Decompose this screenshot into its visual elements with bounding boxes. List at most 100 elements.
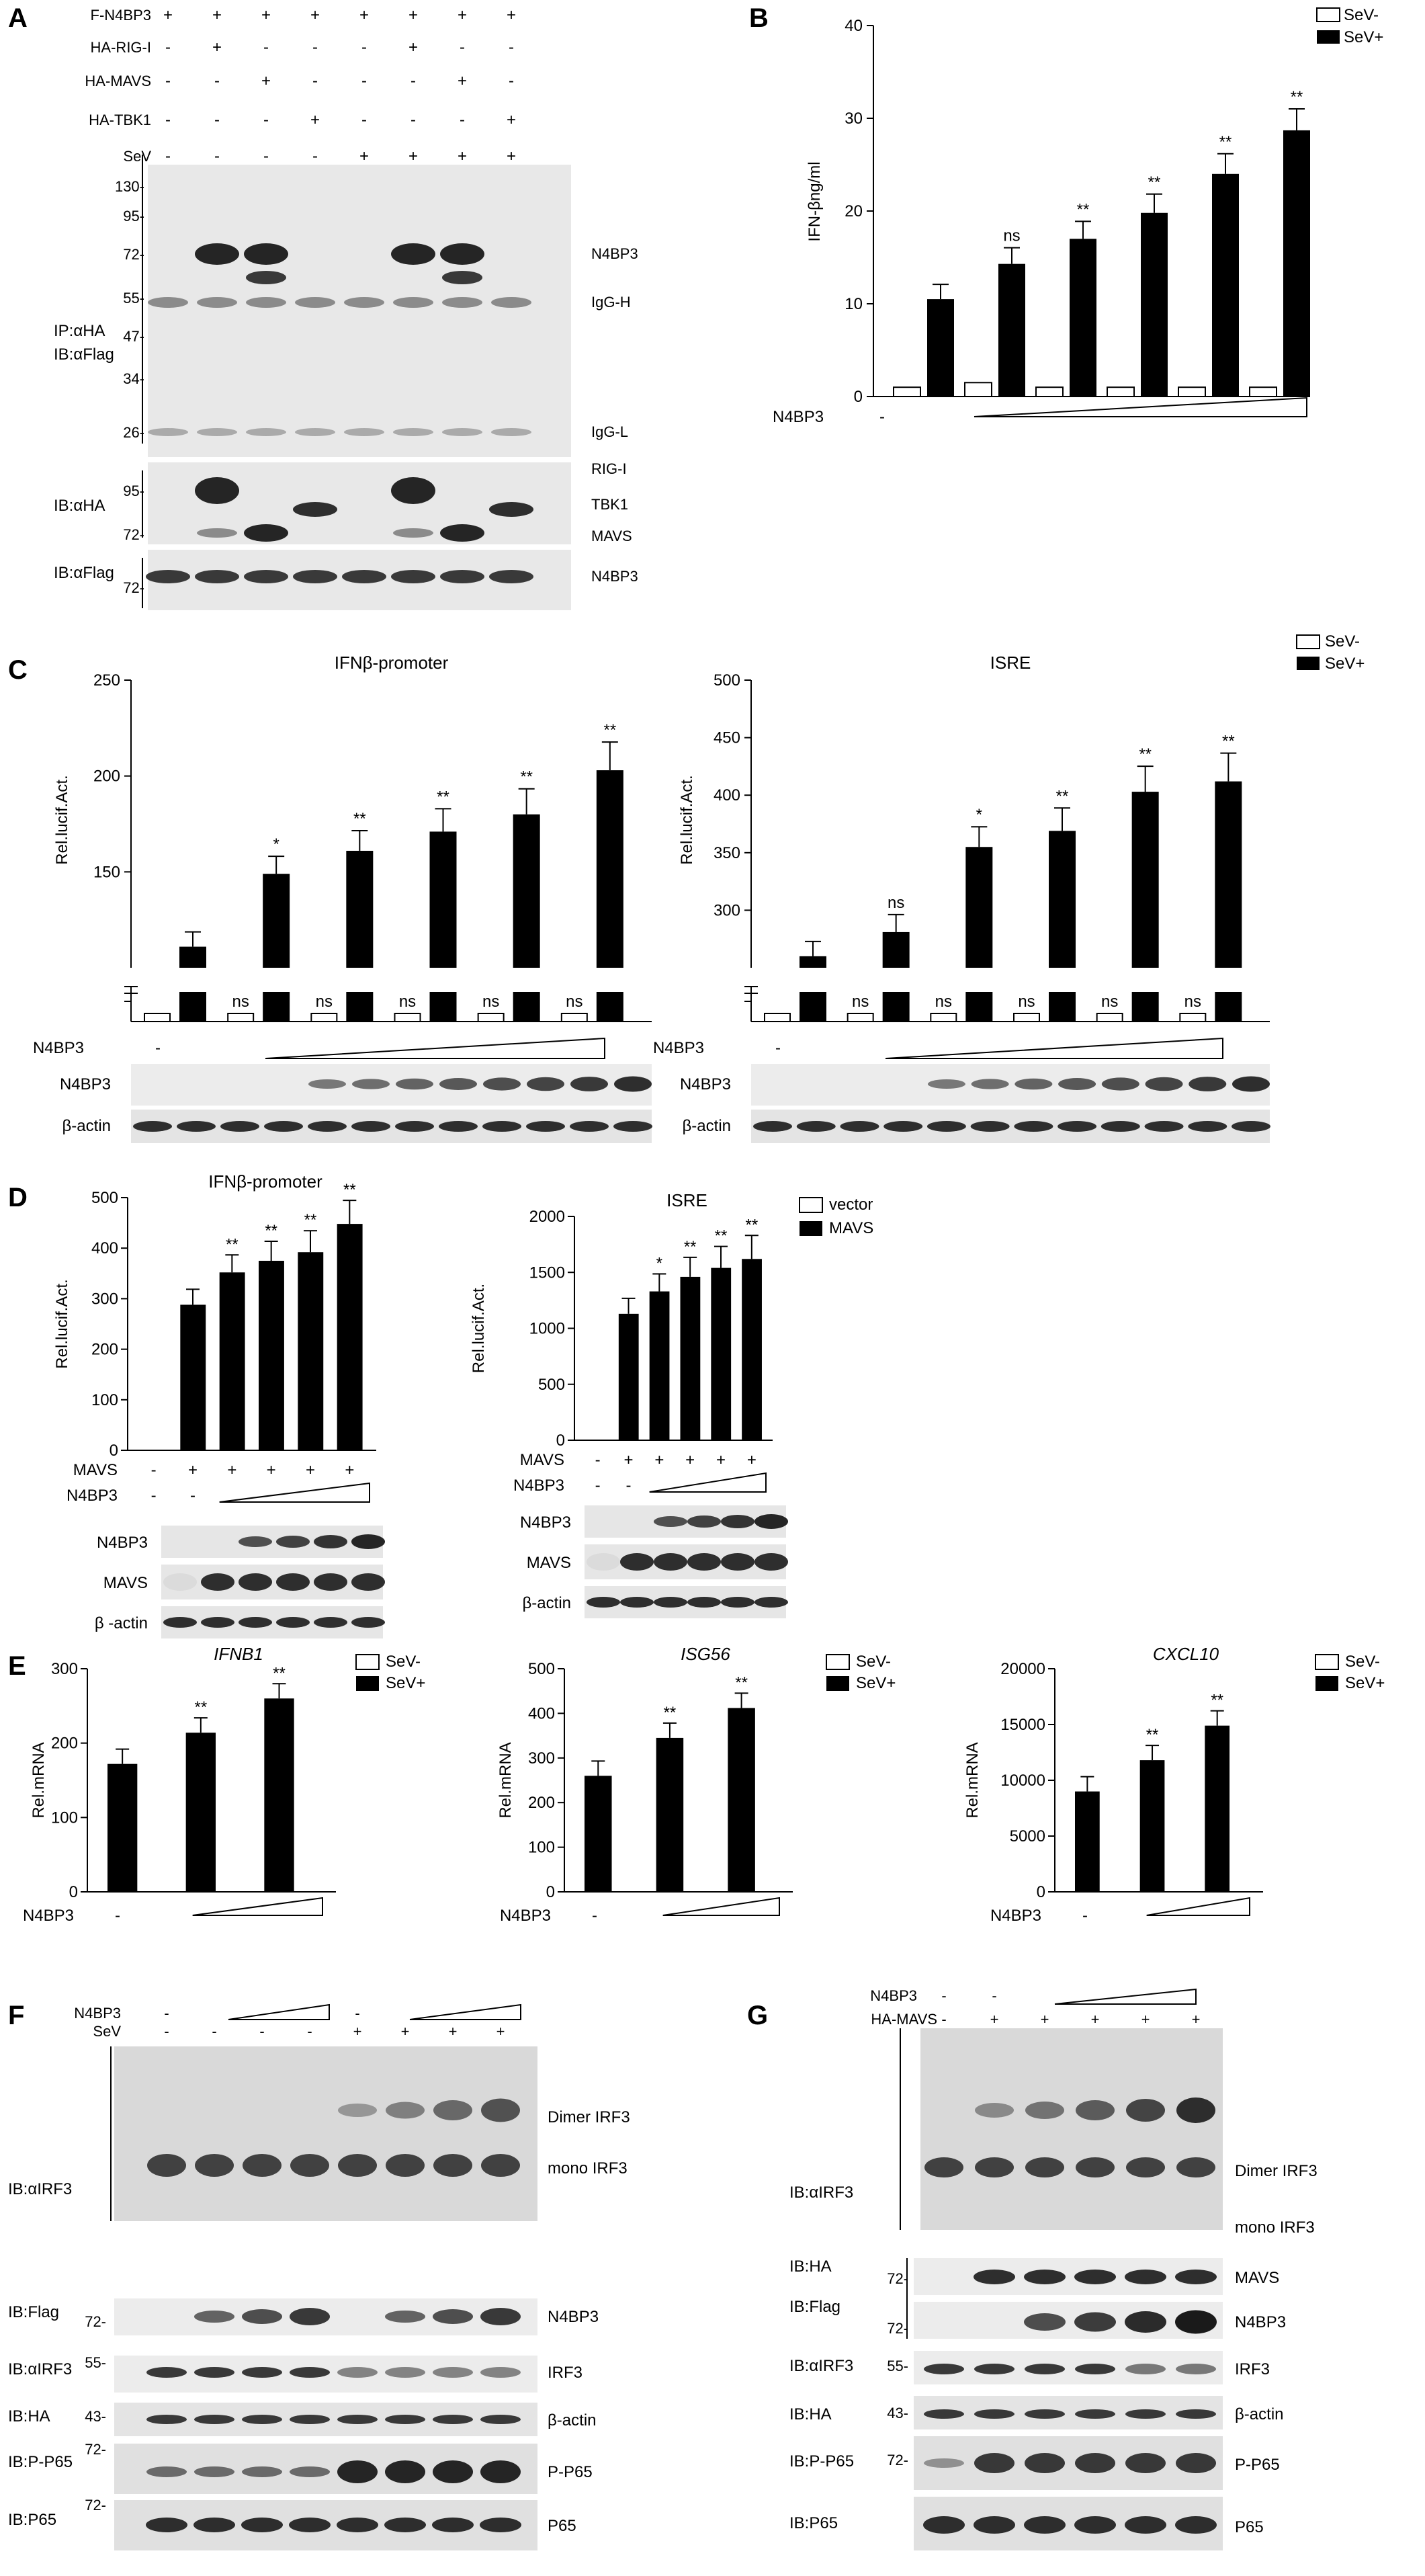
wedge-d-1 xyxy=(649,1472,767,1493)
bar-b-sev-plus-5 xyxy=(1283,130,1310,397)
ib-label-f-2: IB:αIRF3 xyxy=(8,2360,72,2378)
band-g-mono-0 xyxy=(924,2157,963,2177)
title-e-1: ISG56 xyxy=(681,1644,730,1664)
band-g-actin-4 xyxy=(1125,2409,1166,2419)
bar-c-plus-low-1-1 xyxy=(882,992,910,1022)
tick-label-c-0-2: 250 xyxy=(93,671,120,690)
wedge-c-0 xyxy=(265,1037,605,1059)
band-label-f-1: mono IRF3 xyxy=(548,2159,628,2177)
ib-label-a-flag: IB:αFlag xyxy=(54,345,114,364)
band-g-n4bp3-5 xyxy=(1175,2310,1217,2334)
band-c-actin-0-6 xyxy=(395,1121,434,1132)
sig-c-plus-1-1: ns xyxy=(888,894,904,912)
ib-label-f-1: IB:Flag xyxy=(8,2303,59,2321)
sign-d-mavs-0-2: + xyxy=(227,1461,236,1479)
band-label-a-igg-l: IgG-L xyxy=(591,423,628,440)
sig-d-1-5: ** xyxy=(745,1216,758,1234)
bar-c-plus-1-4 xyxy=(1131,792,1159,968)
band-g-mono-2 xyxy=(1025,2157,1064,2177)
band-g-irf3-3 xyxy=(1075,2364,1115,2374)
bar-e-2-1 xyxy=(1139,1760,1165,1892)
band-c-n4bp3-0-8 xyxy=(483,1077,521,1091)
tick-label-e-2-1: 5000 xyxy=(1010,1827,1045,1845)
sign-a-3-0: - xyxy=(165,111,171,129)
title-e-2: CXCL10 xyxy=(1153,1644,1219,1664)
band-a-igg-h-2 xyxy=(246,297,286,308)
sign-d-n4bp3-1-0: - xyxy=(595,1477,601,1495)
bar-c-plus-low-0-2 xyxy=(346,992,374,1022)
sign-c-minus-0: - xyxy=(155,1039,161,1057)
sig-b-1: ns xyxy=(1003,227,1020,245)
legend-e-label-1-2: SeV+ xyxy=(1345,1674,1385,1692)
ib-label-f-0: IB:αIRF3 xyxy=(8,2180,72,2198)
band-label-f-0: Dimer IRF3 xyxy=(548,2108,630,2126)
ib-label-g-0: IB:αIRF3 xyxy=(789,2184,853,2202)
band-d-1-1-0 xyxy=(587,1553,620,1571)
blot-label-c-actin-1: β-actin xyxy=(683,1117,732,1135)
band-f-irf3-2 xyxy=(242,2367,282,2378)
sig-c-plus-1-5: ** xyxy=(1222,733,1235,751)
sign-f-sev-3: - xyxy=(307,2023,312,2040)
tick-label-d-0-3: 300 xyxy=(91,1290,118,1308)
band-d-1-0-2 xyxy=(654,1516,687,1527)
sign-a-2-5: - xyxy=(411,72,416,90)
wedge-e-1 xyxy=(662,1897,780,1916)
bar-c-plus-0-4 xyxy=(513,814,540,968)
panel-letter-f: F xyxy=(8,2001,24,2030)
wedge-g xyxy=(1054,1988,1197,2005)
band-label-a-mavs: MAVS xyxy=(591,528,632,544)
tick-label-b-3: 30 xyxy=(845,110,863,128)
band-label-f-4: β-actin xyxy=(548,2411,597,2429)
bar-d-1-4 xyxy=(711,1268,732,1440)
bar-d-1-2 xyxy=(649,1291,670,1440)
band-f-n4bp3-2 xyxy=(242,2309,282,2324)
blot-c-n4bp3-1 xyxy=(751,1064,1270,1106)
legend-e-open-2 xyxy=(1315,1654,1339,1670)
band-d-0-1-5 xyxy=(351,1573,385,1591)
band-g-irf3-0 xyxy=(924,2364,964,2374)
band-label-a-flag: N4BP3 xyxy=(591,568,638,585)
band-a-n4bp3-6 xyxy=(440,243,484,265)
bar-d-0-5 xyxy=(337,1224,363,1450)
sig-e-1-1: ** xyxy=(664,1704,677,1722)
bar-d-0-1 xyxy=(180,1304,206,1450)
bar-b-sev-plus-0 xyxy=(927,299,954,397)
blot-g-1 xyxy=(914,2258,1223,2295)
sign-a-4-7: + xyxy=(507,147,516,165)
band-a-flag-6 xyxy=(440,570,484,583)
panel-letter-c: C xyxy=(8,655,28,685)
band-d-0-2-0 xyxy=(163,1617,197,1628)
sig-c-minus-1-5: ns xyxy=(1184,993,1201,1011)
bar-c-minus-1-4 xyxy=(1096,1013,1123,1022)
band-g-pp65-2 xyxy=(1025,2453,1065,2473)
band-d-1-2-5 xyxy=(754,1597,788,1608)
bar-c-minus-1-0 xyxy=(764,1013,791,1022)
legend-d-filled xyxy=(800,1221,822,1236)
mw-g-1: 72- xyxy=(887,2320,908,2337)
row-label-e-0: N4BP3 xyxy=(23,1907,74,1925)
band-g-dimer-1 xyxy=(975,2103,1014,2118)
tick-label-e-2-4: 20000 xyxy=(1000,1660,1045,1678)
tick-label-e-2-0: 0 xyxy=(1037,1883,1045,1901)
sig-e-2-1: ** xyxy=(1146,1726,1159,1744)
band-label-g-6: P-P65 xyxy=(1235,2456,1280,2474)
bar-c-plus-1-5 xyxy=(1215,781,1242,968)
band-g-p65-0 xyxy=(923,2516,965,2534)
band-g-pp65-3 xyxy=(1075,2453,1115,2473)
ib-label-f-3: IB:HA xyxy=(8,2407,50,2425)
blot-label-d-0-1: MAVS xyxy=(103,1574,148,1592)
bar-c-minus-1-5 xyxy=(1179,1013,1207,1022)
sig-d-1-3: ** xyxy=(684,1238,697,1256)
band-g-p65-1 xyxy=(974,2516,1015,2534)
sign-a-2-0: - xyxy=(165,72,171,90)
band-c-actin-1-8 xyxy=(1100,1121,1140,1132)
panel-letter-e: E xyxy=(8,1651,26,1681)
band-d-1-1-2 xyxy=(654,1553,687,1571)
legend-c-open xyxy=(1296,634,1320,649)
band-c-actin-1-6 xyxy=(1014,1121,1053,1132)
band-g-pp65-5 xyxy=(1176,2453,1216,2473)
blot-g-2 xyxy=(914,2302,1223,2339)
legend-e-label-0-0: SeV- xyxy=(386,1653,421,1671)
sign-d-mavs-1-4: + xyxy=(716,1451,726,1469)
band-a-tbk1-3 xyxy=(293,502,337,517)
